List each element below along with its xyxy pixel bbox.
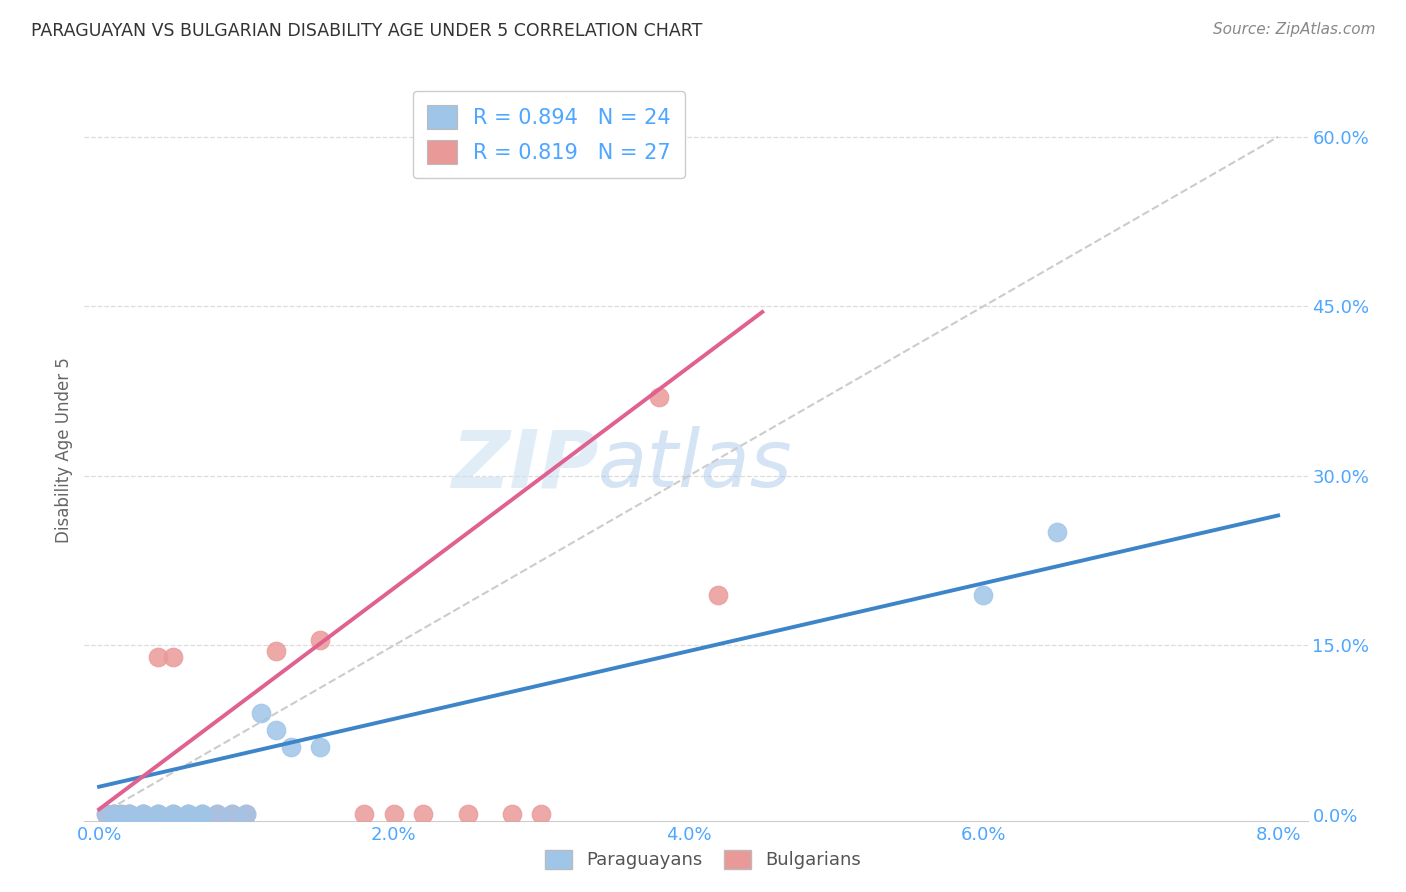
Point [132, 806, 155, 821]
Point [110, 806, 132, 821]
Point [176, 806, 198, 821]
Point [132, 806, 155, 821]
Point [117, 806, 139, 821]
Point [250, 706, 273, 721]
Point [146, 649, 169, 664]
Point [530, 806, 553, 821]
Point [309, 740, 332, 755]
Point [412, 806, 434, 821]
Text: ZIP: ZIP [451, 426, 598, 504]
Point [191, 806, 214, 821]
Point [132, 806, 155, 821]
Point [103, 806, 125, 821]
Point [191, 806, 214, 821]
Point [205, 806, 228, 821]
Point [96, 806, 118, 821]
Text: PARAGUAYAN VS BULGARIAN DISABILITY AGE UNDER 5 CORRELATION CHART: PARAGUAYAN VS BULGARIAN DISABILITY AGE U… [31, 22, 703, 40]
Point [162, 806, 184, 821]
Point [221, 806, 243, 821]
Text: Source: ZipAtlas.com: Source: ZipAtlas.com [1212, 22, 1375, 37]
Point [264, 644, 287, 658]
Point [235, 806, 257, 821]
Point [264, 723, 287, 738]
Legend: Paraguayans, Bulgarians: Paraguayans, Bulgarians [536, 840, 870, 879]
Point [162, 649, 184, 664]
Point [132, 806, 155, 821]
Point [146, 806, 169, 821]
Point [235, 806, 257, 821]
Point [117, 806, 139, 821]
Point [707, 588, 730, 602]
Point [972, 588, 994, 602]
Point [648, 390, 671, 404]
Point [162, 806, 184, 821]
Point [501, 806, 523, 821]
Point [382, 806, 405, 821]
Point [280, 740, 302, 755]
Point [176, 806, 198, 821]
Legend: R = 0.894   N = 24, R = 0.819   N = 27: R = 0.894 N = 24, R = 0.819 N = 27 [413, 91, 686, 178]
Point [146, 806, 169, 821]
Point [146, 806, 169, 821]
Point [103, 806, 125, 821]
Point [110, 806, 132, 821]
Point [1046, 525, 1069, 540]
Point [205, 806, 228, 821]
Point [103, 806, 125, 821]
Point [353, 806, 375, 821]
Point [176, 806, 198, 821]
Point [191, 806, 214, 821]
Point [117, 806, 139, 821]
Point [221, 806, 243, 821]
Point [457, 806, 479, 821]
Text: atlas: atlas [598, 426, 793, 504]
Point [162, 806, 184, 821]
Y-axis label: Disability Age Under 5: Disability Age Under 5 [55, 358, 73, 543]
Point [117, 806, 139, 821]
Point [309, 632, 332, 647]
Point [96, 806, 118, 821]
